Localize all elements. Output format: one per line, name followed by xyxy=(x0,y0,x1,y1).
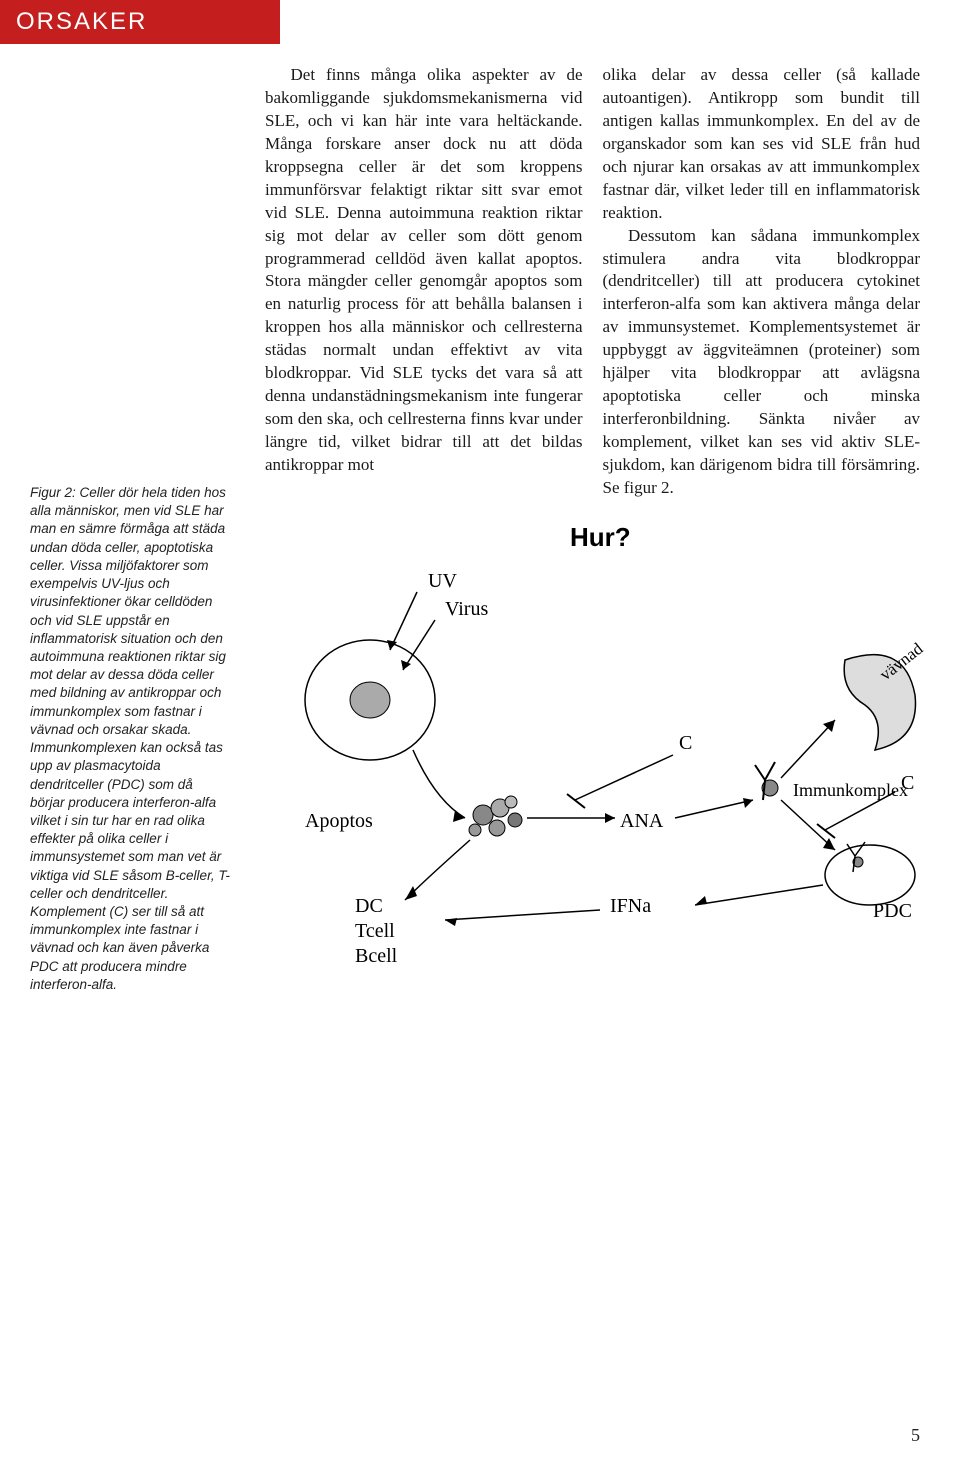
label-immunkomplex: Immunkomplex xyxy=(793,780,908,801)
label-c1: C xyxy=(679,732,692,755)
label-tcell: Tcell xyxy=(355,920,395,943)
label-ifna: IFNa xyxy=(610,895,651,918)
label-apoptos: Apoptos xyxy=(305,810,373,833)
label-pdc: PDC xyxy=(873,900,912,923)
para-left: Det finns många olika aspekter av de bak… xyxy=(265,64,583,477)
label-bcell: Bcell xyxy=(355,945,397,968)
body-columns: Det finns många olika aspekter av de bak… xyxy=(265,64,920,500)
label-ana: ANA xyxy=(620,810,663,833)
section-title: ORSAKER xyxy=(16,8,147,35)
para-right-2: Dessutom kan sådana immunkomplex stimule… xyxy=(603,225,921,500)
label-dc: DC xyxy=(355,895,383,918)
para-right-1: olika delar av dessa celler (så kallade … xyxy=(603,64,921,225)
apoptos-cluster xyxy=(469,796,522,836)
page-content: Figur 2: Celler dör hela tiden hos alla … xyxy=(0,44,960,980)
section-header: ORSAKER xyxy=(0,0,280,44)
page-number: 5 xyxy=(911,1425,920,1446)
figure-diagram: Hur? xyxy=(265,530,920,960)
column-right: olika delar av dessa celler (så kallade … xyxy=(603,64,921,500)
column-left: Det finns många olika aspekter av de bak… xyxy=(265,64,583,500)
label-uv: UV xyxy=(428,570,457,593)
label-virus: Virus xyxy=(445,598,488,621)
figure-caption: Figur 2: Celler dör hela tiden hos alla … xyxy=(30,484,230,994)
